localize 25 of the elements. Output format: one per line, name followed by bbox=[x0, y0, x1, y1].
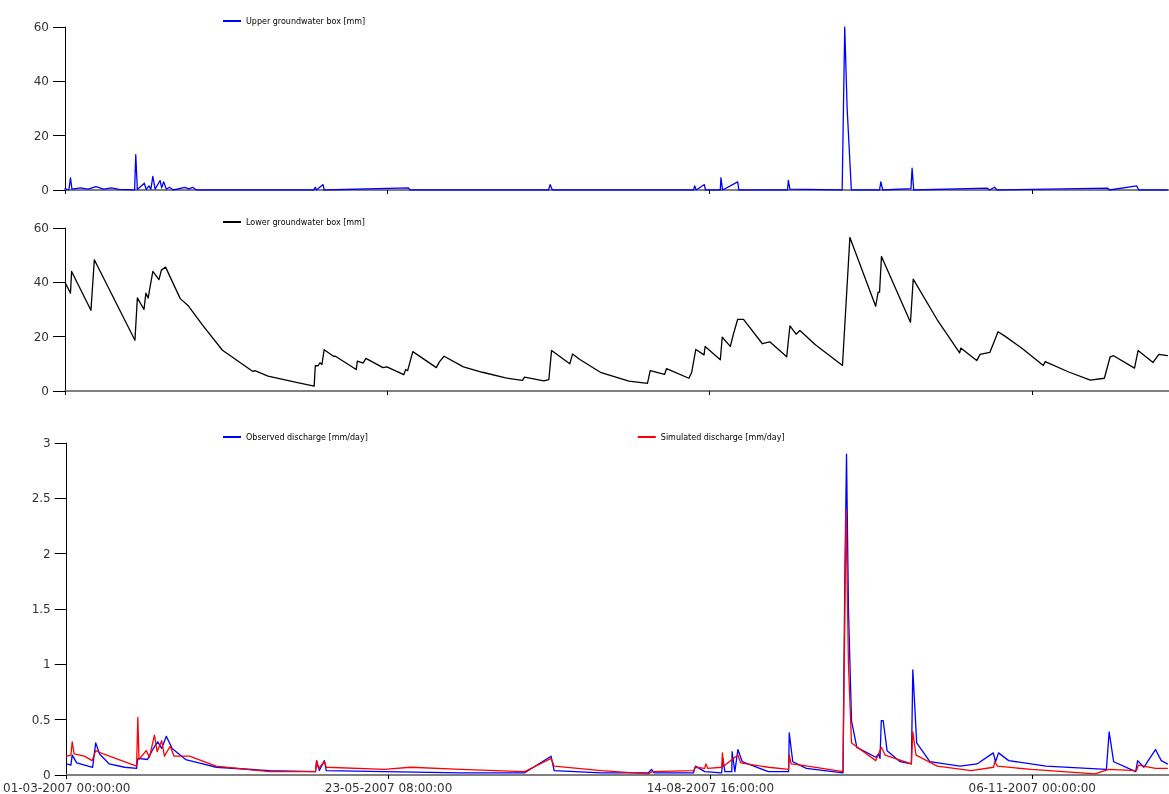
legend-label: Observed discharge [mm/day] bbox=[246, 432, 368, 442]
y-tick-label: 2 bbox=[43, 546, 51, 561]
y-tick-label: 40 bbox=[33, 275, 49, 290]
x-tick-label: 14-08-2007 16:00:00 bbox=[646, 781, 775, 794]
y-tick-label: 20 bbox=[33, 329, 49, 344]
y-tick-label: 2.5 bbox=[31, 491, 51, 506]
y-tick-label: 40 bbox=[33, 74, 49, 89]
y-tick-label: 0.5 bbox=[31, 712, 51, 727]
legend-label: Simulated discharge [mm/day] bbox=[660, 432, 785, 442]
y-tick-label: 0 bbox=[41, 183, 49, 197]
y-tick-label: 0 bbox=[41, 384, 49, 398]
legend-label: Upper groundwater box [mm] bbox=[246, 16, 366, 26]
x-tick-label: 23-05-2007 08:00:00 bbox=[324, 781, 453, 794]
y-tick-label: 60 bbox=[33, 20, 49, 34]
y-tick-label: 0 bbox=[43, 768, 51, 782]
line-series bbox=[64, 26, 1169, 191]
y-tick-label: 20 bbox=[33, 128, 49, 143]
line-series bbox=[66, 509, 1169, 775]
y-tick-label: 1.5 bbox=[31, 602, 51, 616]
y-tick-label: 1 bbox=[43, 657, 51, 672]
x-tick-label: 01-03-2007 00:00:00 bbox=[3, 781, 131, 794]
x-tick-label: 06-11-2007 00:00:00 bbox=[968, 781, 1096, 794]
y-tick-label: 3 bbox=[43, 436, 51, 450]
legend-label: Lower groundwater box [mm] bbox=[246, 217, 365, 227]
y-tick-label: 60 bbox=[33, 221, 49, 235]
